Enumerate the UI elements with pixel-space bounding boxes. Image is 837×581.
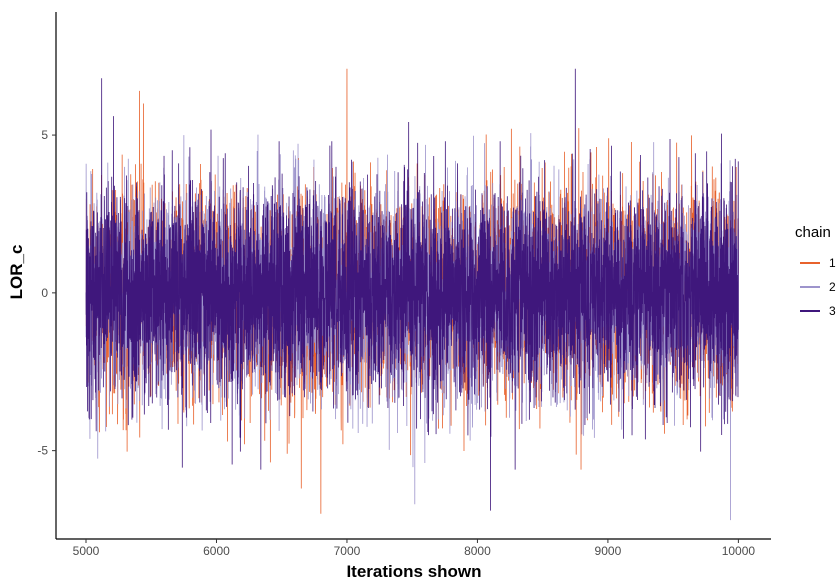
legend-label-chain-3: 3 bbox=[829, 304, 836, 318]
y-tick-label: 0 bbox=[41, 286, 48, 300]
x-tick-label: 7000 bbox=[334, 544, 361, 558]
x-axis-ticks: 5000 6000 7000 8000 9000 10000 bbox=[73, 539, 756, 558]
legend-items: 1 2 3 bbox=[800, 256, 836, 318]
legend-label-chain-2: 2 bbox=[829, 280, 836, 294]
y-axis-title: LOR_c bbox=[7, 245, 26, 300]
legend-label-chain-1: 1 bbox=[829, 256, 836, 270]
y-axis-ticks: 5 0 -5 bbox=[37, 128, 56, 458]
x-tick-label: 9000 bbox=[595, 544, 622, 558]
x-tick-label: 10000 bbox=[722, 544, 756, 558]
x-tick-label: 6000 bbox=[203, 544, 230, 558]
x-tick-label: 5000 bbox=[73, 544, 100, 558]
series-layer bbox=[85, 68, 739, 521]
series-line-chain-3 bbox=[85, 68, 739, 511]
plot-panel: 5000 6000 7000 8000 9000 10000 5 0 -5 bbox=[37, 12, 771, 558]
y-tick-label: 5 bbox=[41, 128, 48, 142]
legend-title: chain bbox=[795, 224, 831, 241]
x-tick-label: 8000 bbox=[464, 544, 491, 558]
x-axis-title: Iterations shown bbox=[346, 562, 481, 581]
legend: chain 1 2 3 bbox=[795, 224, 836, 318]
y-tick-label: -5 bbox=[37, 444, 48, 458]
